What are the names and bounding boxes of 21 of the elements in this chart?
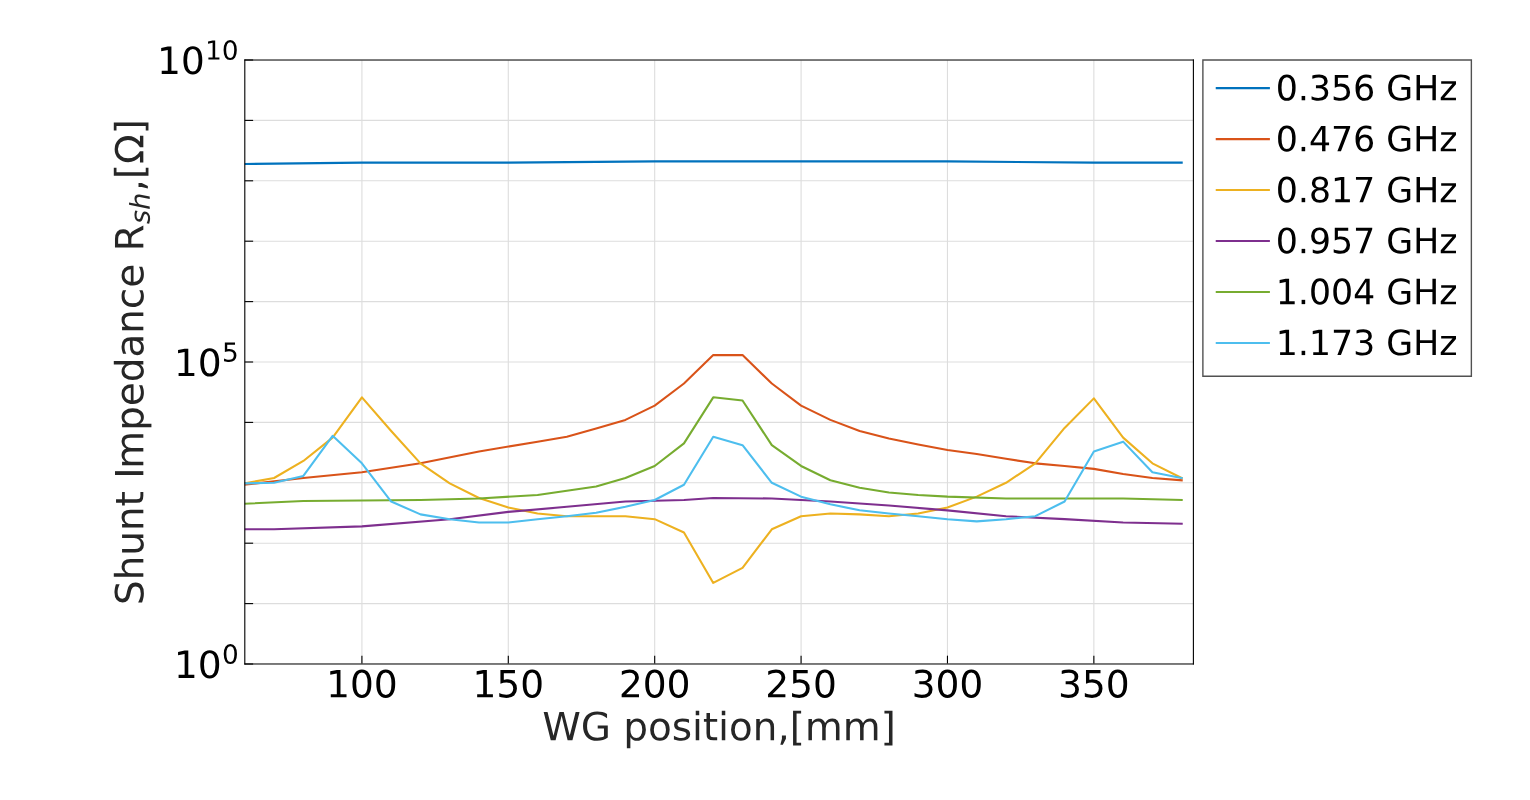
x-tick-label: 100 <box>330 669 396 698</box>
x-tick-label: 150 <box>476 669 542 698</box>
line-series <box>244 396 1183 505</box>
legend-label: 0.476 GHz <box>1278 125 1456 152</box>
line-series <box>244 354 1183 486</box>
line-series <box>244 496 1183 531</box>
legend-label: 0.356 GHz <box>1278 74 1456 101</box>
x-axis-title: WG position,[mm] <box>543 710 893 749</box>
legend-label: 0.957 GHz <box>1278 227 1456 254</box>
x-tick-label: 300 <box>914 669 981 698</box>
x-tick-label: 200 <box>621 669 688 698</box>
y-tick-label: 10$^{5}$ <box>178 342 237 377</box>
legend-label: 0.817 GHz <box>1278 176 1456 203</box>
y-axis-title: Shunt Impedance R$_{sh}$,[Ω] <box>113 122 152 603</box>
x-tick-label: 350 <box>1060 669 1128 698</box>
line-series <box>244 434 1183 524</box>
y-tick-label: 10$^{10}$ <box>161 40 237 75</box>
legend-label: 1.173 GHz <box>1279 329 1456 356</box>
x-tick-label: 250 <box>768 669 835 698</box>
legend-label: 1.004 GHz <box>1279 278 1456 305</box>
y-tick-label: 10$^{0}$ <box>178 644 237 679</box>
